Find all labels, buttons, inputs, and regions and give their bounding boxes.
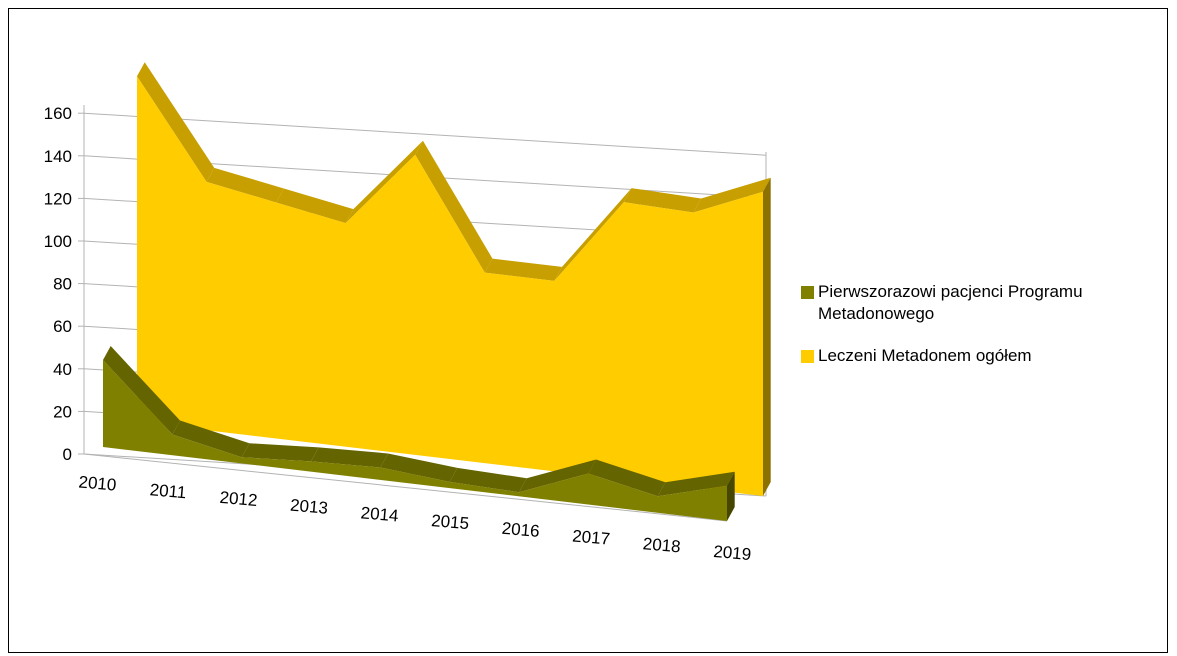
area-top-face: [345, 140, 423, 224]
x-tick-label: 2015: [430, 511, 469, 533]
x-tick-label: 2014: [360, 503, 399, 525]
y-tick-label: 80: [53, 275, 72, 294]
area-top-face: [657, 471, 735, 497]
area-top-face: [484, 258, 563, 281]
y-tick-label: 0: [63, 445, 72, 464]
area-top-face: [172, 420, 250, 458]
x-tick-label: 2018: [642, 534, 681, 556]
y-tick-label: 60: [53, 317, 72, 336]
area-top-face: [103, 346, 181, 435]
y-tick-label: 40: [53, 360, 72, 379]
area-top-face: [554, 188, 632, 281]
area-end-cap: [727, 471, 735, 521]
x-tick-label: 2019: [713, 542, 752, 564]
legend-swatch-series-2: [801, 350, 814, 363]
area-top-face: [206, 167, 284, 203]
x-tick-label: 2016: [501, 519, 540, 541]
area-top-face: [693, 177, 771, 213]
x-tick-label: 2010: [78, 472, 117, 494]
area-top-face: [415, 140, 493, 273]
area-top-face: [588, 459, 666, 497]
legend-swatch-series-1: [801, 286, 814, 299]
area-top-face: [137, 62, 215, 182]
x-tick-label: 2012: [219, 488, 258, 510]
y-axis-ticks: 0 20 40 60 80 100 120 140 160: [44, 104, 84, 464]
area-top-face: [276, 188, 354, 224]
x-tick-label: 2011: [149, 480, 187, 502]
area-end-cap: [763, 177, 771, 496]
area-top-face: [519, 459, 597, 493]
x-axis-line: [83, 453, 728, 522]
area-top-face: [241, 443, 319, 462]
gridline: [83, 112, 767, 156]
y-tick-label: 160: [44, 104, 72, 123]
x-tick-label: 2013: [289, 496, 328, 518]
area-top-face: [380, 453, 458, 482]
legend-label-series-1: Pierwszorazowi pacjenci Programu Metadon…: [818, 282, 1083, 323]
y-tick-label: 20: [53, 402, 72, 421]
x-axis-ticks: 2010 2011 2012 2013 2014 2015 2016 2017 2018 2019: [78, 472, 752, 564]
area-top-face: [623, 188, 702, 213]
y-tick-label: 140: [44, 147, 72, 166]
series-pierwszorazowi: [103, 346, 735, 521]
area-front-face: [137, 76, 763, 496]
series-leczeni: [137, 62, 771, 496]
area-top-face: [311, 447, 389, 468]
y-tick-label: 120: [44, 189, 72, 208]
area-top-face: [449, 467, 527, 493]
y-tick-label: 100: [44, 232, 72, 251]
area-front-face: [103, 360, 727, 521]
x-tick-label: 2017: [572, 526, 611, 548]
legend-label-series-2: Leczeni Metadonem ogółem: [818, 346, 1032, 365]
